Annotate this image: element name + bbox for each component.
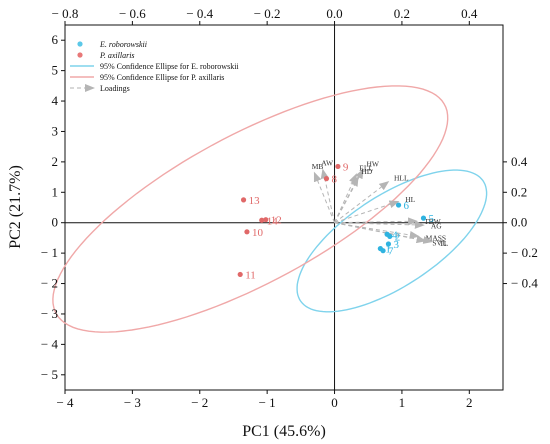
y-tick-label: 1 — [52, 184, 59, 199]
loading-label-ell: ELL — [359, 164, 373, 173]
loading-label-hl: HL — [405, 195, 415, 204]
loading-arrow-tl — [334, 222, 434, 244]
y-tick-label: 3 — [52, 123, 59, 138]
plot-frame — [64, 24, 504, 391]
right-tick-label: − 0.2 — [511, 245, 538, 260]
legend-label: 95% Confidence Ellipse for E. roborowski… — [100, 62, 239, 71]
confidence-ellipse-1 — [296, 169, 488, 313]
top-tick-label: 0.4 — [461, 6, 478, 21]
y-tick-label: 2 — [52, 154, 59, 169]
right-tick-label: 0.0 — [511, 215, 527, 230]
loading-arrow-hl — [334, 200, 400, 224]
y-tick-label: − 5 — [41, 367, 58, 382]
loading-label-aw: AW — [321, 159, 334, 168]
loading-label-mass: MASS — [426, 234, 446, 243]
point-6 — [395, 202, 402, 208]
right-tick-label: − 0.4 — [511, 276, 538, 291]
point-label-9: 9 — [343, 161, 349, 173]
zero-lines — [65, 25, 503, 390]
x-tick-label: − 3 — [124, 395, 141, 410]
point-label-13: 13 — [249, 195, 260, 207]
legend-marker — [77, 52, 83, 58]
x-tick-label: − 4 — [56, 395, 74, 410]
y-tick-label: − 2 — [41, 276, 58, 291]
y-tick-label: 4 — [52, 93, 59, 108]
point-4 — [384, 231, 390, 237]
point-14 — [259, 217, 265, 223]
loading-label-ag: AG — [431, 221, 442, 230]
point-13 — [240, 197, 247, 203]
legend-marker — [77, 41, 83, 47]
point-label-10: 10 — [252, 227, 264, 239]
point-label-8: 8 — [331, 174, 337, 186]
x-axis-title: PC1 (45.6%) — [242, 423, 326, 440]
top-tick-label: 0.2 — [394, 6, 410, 21]
legend-label: 95% Confidence Ellipse for P. axillaris — [100, 73, 224, 82]
loading-label-svl: SVL — [432, 238, 447, 247]
confidence-ellipse-2 — [52, 85, 449, 333]
point-label-12: 12 — [271, 215, 282, 227]
loading-label-mb: MB — [312, 162, 324, 171]
point-label-6: 6 — [404, 200, 410, 212]
point-label-2: 2 — [395, 231, 401, 243]
point-5 — [420, 215, 427, 221]
point-9 — [335, 163, 341, 170]
confidence-ellipses — [52, 85, 488, 333]
point-10 — [244, 229, 250, 235]
y-tick-label: 0 — [52, 215, 59, 230]
loading-label-hll: HLL — [394, 173, 409, 182]
point-12 — [263, 217, 269, 223]
legend-label: P. axillaris — [99, 51, 135, 60]
y-axis-title: PC2 (21.7%) — [7, 165, 24, 249]
y-tick-label: − 3 — [41, 306, 58, 321]
top-tick-label: − 0.8 — [52, 6, 79, 21]
y-tick-label: − 1 — [41, 245, 58, 260]
y-tick-label: 5 — [52, 63, 59, 78]
x-tick-label: − 2 — [191, 395, 208, 410]
point-label-7: 7 — [388, 246, 394, 258]
x-tick-label: 0 — [331, 395, 338, 410]
point-8 — [323, 176, 330, 182]
loading-arrow-ag — [334, 220, 425, 229]
point-label-3: 3 — [393, 239, 399, 251]
x-tick-label: − 1 — [259, 395, 276, 410]
legend-label: E. roborowskii — [99, 40, 147, 49]
point-label-5: 5 — [428, 213, 434, 225]
y-tick-label: − 4 — [41, 336, 59, 351]
x-tick-label: 1 — [399, 395, 406, 410]
point-label-14: 14 — [267, 215, 279, 227]
point-11 — [237, 271, 243, 278]
top-tick-label: 0.0 — [326, 6, 342, 21]
loading-arrow-hd — [334, 176, 359, 223]
loading-label-tbw: TBW — [424, 217, 442, 226]
y-tick-label: 6 — [52, 32, 59, 47]
loading-label-hw: HW — [366, 159, 379, 168]
point-3 — [385, 241, 392, 247]
top-tick-label: − 0.2 — [254, 6, 281, 21]
loading-arrow-mb — [313, 171, 336, 223]
point-label-4: 4 — [392, 229, 398, 241]
top-tick-label: − 0.4 — [186, 6, 213, 21]
legend: E. roborowskii P. axillaris 95% Confidence… — [70, 40, 239, 93]
x-tick-label: 2 — [466, 395, 473, 410]
loading-label-hd: HD — [361, 167, 372, 176]
right-tick-label: 0.2 — [511, 184, 527, 199]
legend-label: Loadings — [100, 84, 130, 93]
loading-label-tl: TL — [439, 239, 449, 248]
point-7 — [380, 248, 386, 254]
loading-arrow-hll — [334, 181, 390, 224]
right-tick-label: 0.4 — [511, 154, 528, 169]
top-tick-label: − 0.6 — [119, 6, 146, 21]
point-label-11: 11 — [245, 269, 256, 281]
point-label-1: 1 — [385, 244, 391, 256]
